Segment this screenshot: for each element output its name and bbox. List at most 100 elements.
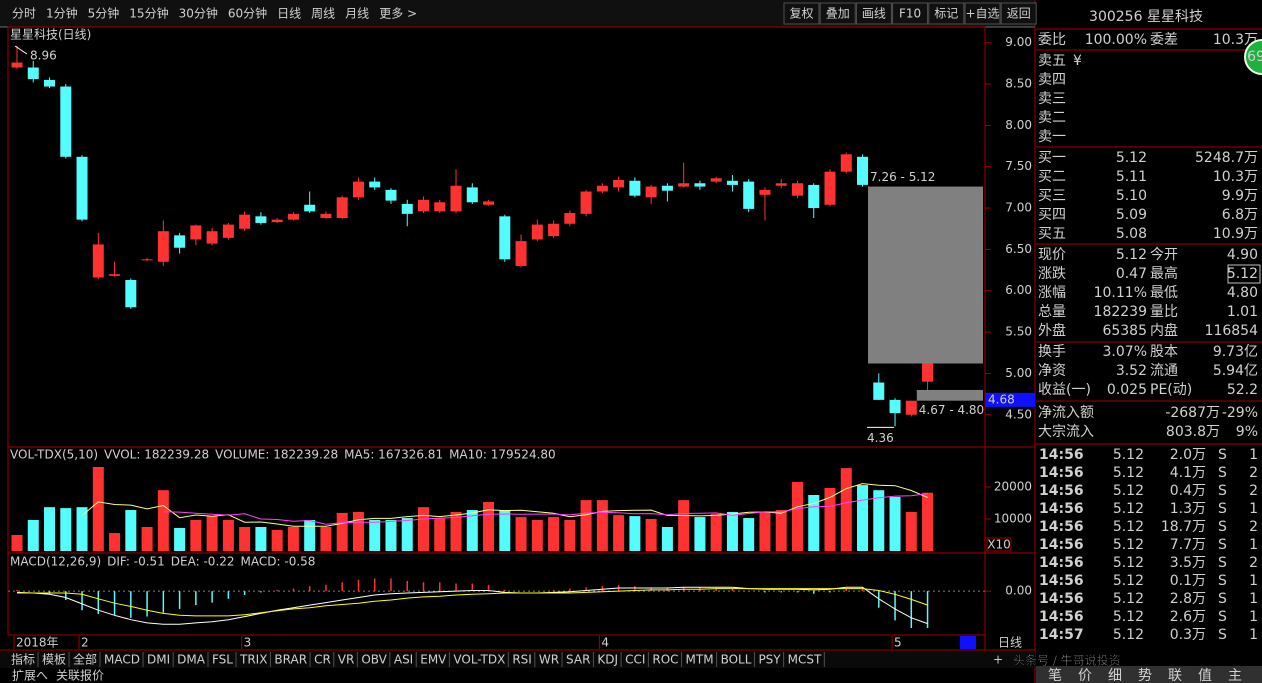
scroll-box[interactable]	[960, 636, 976, 649]
period-tab[interactable]: 5分钟	[88, 6, 120, 21]
trade-time: 14:56	[1039, 447, 1084, 463]
tool-label[interactable]: 复权	[789, 7, 813, 21]
indicator-value: MA5: 167326.81	[344, 448, 443, 462]
volume-bar	[889, 496, 901, 551]
footer-tab[interactable]: 扩展へ	[12, 669, 48, 683]
candle-body	[76, 156, 88, 220]
buy-price: 5.12	[1116, 150, 1147, 166]
volume-bar	[222, 519, 234, 551]
period-tab[interactable]: 30分钟	[179, 6, 218, 21]
series-line	[17, 588, 928, 617]
candle-body	[726, 180, 738, 185]
volume-bar	[304, 519, 316, 551]
tool-button[interactable]	[783, 2, 820, 25]
indicator-tab[interactable]: 模板	[42, 653, 66, 667]
indicator-tab[interactable]: OBV	[361, 653, 387, 667]
indicator-tab[interactable]: ROC	[652, 653, 678, 667]
indicator-tab[interactable]: BOLL	[721, 653, 752, 667]
sell-mark: ¥	[1073, 53, 1082, 69]
footer-tab[interactable]: 关联报价	[56, 668, 104, 683]
candle-body	[775, 183, 787, 186]
candle-body	[515, 241, 527, 266]
buy-label: 买二	[1038, 169, 1066, 185]
indicator-tab[interactable]: EMV	[420, 653, 447, 667]
period-tab[interactable]: 60分钟	[228, 6, 267, 21]
indicator-tab[interactable]: DMA	[177, 653, 206, 667]
trade-side: S	[1218, 609, 1227, 625]
volume-bar	[27, 519, 39, 551]
indicator-tab[interactable]: CCI	[625, 653, 645, 667]
tool-label[interactable]: F10	[899, 7, 921, 21]
zoom-button[interactable]: +	[993, 653, 1003, 667]
indicator-tab[interactable]: MACD	[104, 653, 140, 667]
quote-value: 9.73亿	[1213, 344, 1258, 360]
indicator-tab[interactable]: VR	[338, 653, 355, 667]
quote-value: 0.025	[1107, 382, 1147, 398]
period-tab[interactable]: 更多 >	[379, 7, 417, 21]
candle-body	[92, 244, 104, 278]
indicator-tab[interactable]: PSY	[758, 653, 781, 667]
indicator-tab[interactable]: WR	[539, 653, 559, 667]
indicator-tab[interactable]: 全部	[73, 652, 97, 667]
trade-side: S	[1218, 465, 1227, 481]
indicator-tab[interactable]: 指标	[11, 652, 35, 667]
candle-body	[27, 67, 39, 80]
candle-body	[125, 279, 137, 308]
period-tab[interactable]: 15分钟	[129, 6, 168, 21]
quote-tab[interactable]: 笔	[1048, 668, 1062, 683]
period-tab[interactable]: 月线	[345, 7, 369, 21]
tool-button[interactable]	[892, 2, 929, 25]
tool-label[interactable]: 返回	[1007, 7, 1031, 21]
indicator-tab[interactable]: MCST	[788, 653, 822, 667]
series-line	[16, 586, 928, 625]
quote-tab[interactable]: 值	[1198, 668, 1212, 683]
indicator-tab[interactable]: ASI	[394, 653, 413, 667]
quote-label: 委比	[1038, 32, 1066, 48]
quote-value: 10.3万	[1213, 32, 1258, 48]
period-tab[interactable]: 周线	[311, 7, 335, 21]
period-tab[interactable]: 分时	[12, 7, 36, 21]
trade-count: 2	[1249, 465, 1258, 481]
trade-price: 5.12	[1113, 501, 1144, 517]
tool-button[interactable]	[819, 2, 856, 25]
tool-button[interactable]	[855, 2, 892, 25]
candle-body	[11, 62, 23, 68]
zoom-button[interactable]: -	[1013, 653, 1017, 667]
quote-label: 最低	[1150, 285, 1178, 301]
indicator-tab[interactable]: CR	[314, 653, 331, 667]
tool-label[interactable]: 画线	[862, 7, 886, 21]
candle-body	[873, 382, 885, 400]
volume-bar	[775, 510, 787, 551]
flow-percent: -29%	[1222, 405, 1258, 421]
period-tab[interactable]: 1分钟	[46, 6, 78, 21]
tool-label[interactable]: 标记	[934, 7, 958, 21]
x-tick-label: 2	[81, 636, 89, 650]
tool-button[interactable]	[1000, 2, 1037, 25]
quote-tab[interactable]: 势	[1138, 668, 1152, 683]
indicator-value: VVOL: 182239.28	[104, 448, 209, 462]
indicator-tab[interactable]: MTM	[686, 653, 714, 667]
volume-bar	[824, 487, 836, 551]
quote-tab[interactable]: 主	[1228, 668, 1242, 683]
trade-side: S	[1218, 483, 1227, 499]
candle-body	[369, 181, 381, 188]
indicator-tab[interactable]: TRIX	[239, 653, 267, 667]
volume-bar	[60, 508, 72, 551]
tool-button[interactable]	[928, 2, 965, 25]
quote-label: 量比	[1150, 304, 1178, 320]
quote-tab[interactable]: 细	[1108, 668, 1122, 683]
indicator-tab[interactable]: RSI	[512, 653, 532, 667]
indicator-tab[interactable]: KDJ	[597, 653, 618, 667]
indicator-tab[interactable]: BRAR	[274, 653, 307, 667]
period-tab[interactable]: 日线	[277, 7, 301, 21]
quote-tab[interactable]: 联	[1168, 668, 1182, 683]
indicator-tab[interactable]: FSL	[212, 653, 233, 667]
indicator-tab[interactable]: VOL-TDX	[453, 653, 505, 667]
tool-button[interactable]	[964, 2, 1001, 25]
tool-label[interactable]: 叠加	[826, 7, 850, 21]
candle-body	[710, 178, 722, 182]
indicator-tab[interactable]: DMI	[147, 653, 170, 667]
indicator-tab[interactable]: SAR	[566, 653, 590, 667]
quote-tab[interactable]: 价	[1078, 668, 1092, 683]
tool-label[interactable]: +自选	[965, 7, 999, 21]
